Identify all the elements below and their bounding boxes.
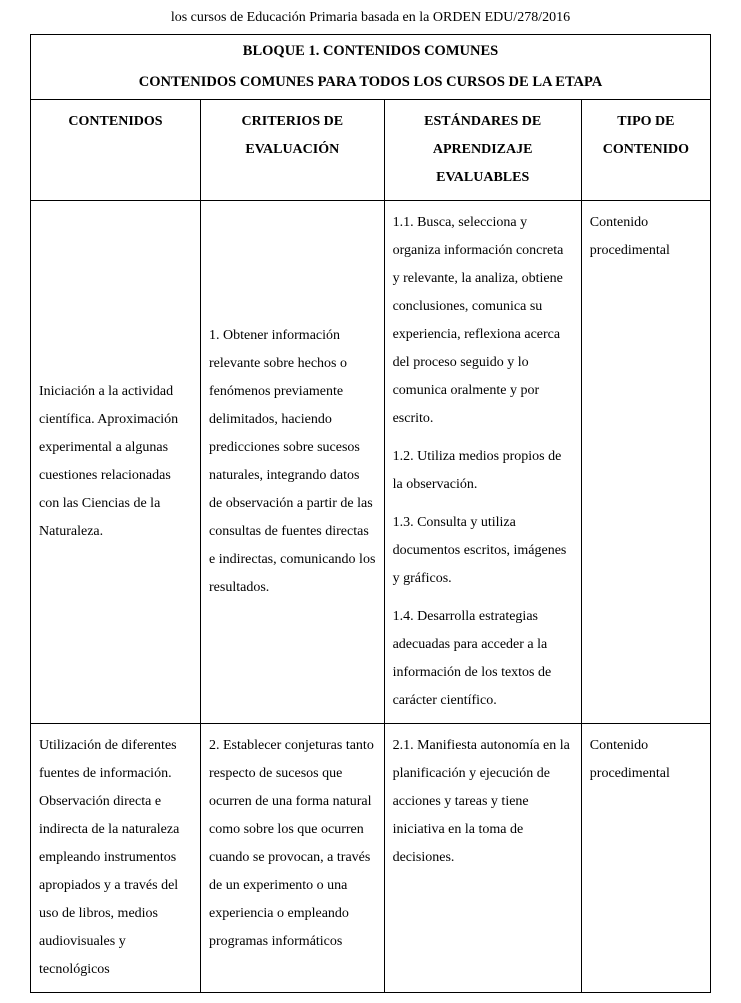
- header-contenidos: CONTENIDOS: [31, 100, 201, 201]
- cell-tipo: Contenido procedimental: [581, 724, 710, 993]
- cell-criterios: 2. Establecer conjeturas tanto respecto …: [201, 724, 385, 993]
- table-row: Iniciación a la actividad científica. Ap…: [31, 201, 711, 724]
- estandar-item: 1.2. Utiliza medios propios de la observ…: [393, 443, 573, 499]
- page-top-fragment: los cursos de Educación Primaria basada …: [30, 10, 711, 26]
- table-row: Utilización de diferentes fuentes de inf…: [31, 724, 711, 993]
- estandar-item: 2.1. Manifiesta autonomía en la planific…: [393, 732, 573, 872]
- cell-estandares: 2.1. Manifiesta autonomía en la planific…: [384, 724, 581, 993]
- estandar-item: 1.3. Consulta y utiliza documentos escri…: [393, 509, 573, 593]
- block-title-line-2: CONTENIDOS COMUNES PARA TODOS LOS CURSOS…: [39, 74, 702, 91]
- cell-tipo: Contenido procedimental: [581, 201, 710, 724]
- cell-contenidos: Iniciación a la actividad científica. Ap…: [31, 201, 201, 724]
- estandar-item: 1.1. Busca, selecciona y organiza inform…: [393, 209, 573, 433]
- title-row: BLOQUE 1. CONTENIDOS COMUNES CONTENIDOS …: [31, 35, 711, 100]
- estandar-item: 1.4. Desarrolla estrategias adecuadas pa…: [393, 603, 573, 715]
- cell-contenidos: Utilización de diferentes fuentes de inf…: [31, 724, 201, 993]
- content-table: BLOQUE 1. CONTENIDOS COMUNES CONTENIDOS …: [30, 34, 711, 993]
- header-tipo: TIPO DE CONTENIDO: [581, 100, 710, 201]
- block-title-cell: BLOQUE 1. CONTENIDOS COMUNES CONTENIDOS …: [31, 35, 711, 100]
- block-title-line-1: BLOQUE 1. CONTENIDOS COMUNES: [39, 43, 702, 60]
- cell-criterios: 1. Obtener información relevante sobre h…: [201, 201, 385, 724]
- cell-estandares: 1.1. Busca, selecciona y organiza inform…: [384, 201, 581, 724]
- header-estandares: ESTÁNDARES DE APRENDIZAJE EVALUABLES: [384, 100, 581, 201]
- header-row: CONTENIDOS CRITERIOS DE EVALUACIÓN ESTÁN…: [31, 100, 711, 201]
- header-criterios: CRITERIOS DE EVALUACIÓN: [201, 100, 385, 201]
